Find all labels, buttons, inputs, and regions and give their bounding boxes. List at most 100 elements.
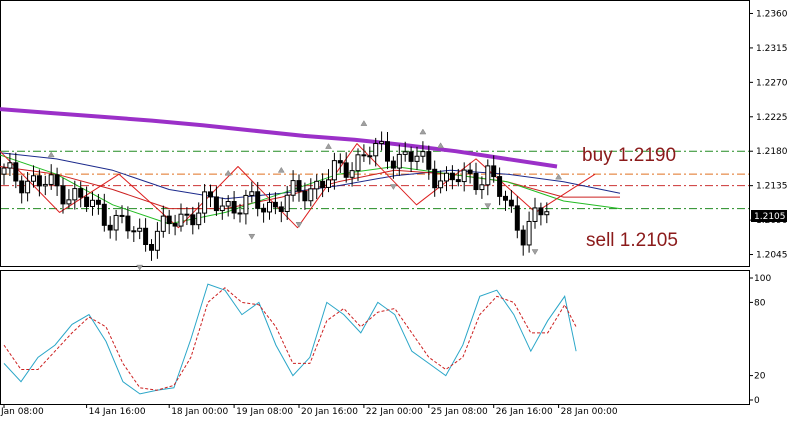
candle-bear: [503, 195, 508, 201]
candle-bear: [473, 172, 479, 191]
price-tick-label: 1.2135: [756, 182, 788, 192]
candle-bear: [190, 214, 196, 226]
candle-bull: [72, 188, 78, 201]
candle-bull: [544, 211, 550, 216]
fractal-up-marker: [224, 169, 232, 176]
candle-bear: [95, 199, 101, 205]
candle-bear: [60, 185, 66, 205]
fractal-up-marker: [360, 120, 368, 126]
candle-bull: [178, 213, 184, 227]
fractal-markers: [47, 120, 563, 271]
candle-bear: [426, 151, 432, 170]
candle-bull: [438, 180, 444, 189]
candle-bear: [367, 155, 373, 158]
candle-bear: [107, 224, 113, 231]
candle-bull: [1, 167, 7, 175]
candle-bear: [84, 196, 90, 207]
candle-bull: [526, 220, 532, 246]
candle-bull: [314, 180, 320, 190]
fractal-up-marker: [437, 142, 445, 149]
time-tick-label: 28 Jan 00:00: [561, 407, 618, 417]
candle-bear: [361, 154, 367, 157]
price-tick-label: 1.2045: [756, 251, 788, 261]
candle-bull: [225, 201, 231, 207]
candle-bull: [355, 154, 361, 172]
candle-bear: [101, 203, 107, 226]
stochastic-tick-label: 80: [754, 298, 766, 308]
price-tick-label: 1.2225: [756, 113, 788, 123]
candle-bull: [379, 141, 385, 145]
candle-bear: [508, 199, 514, 207]
fractal-up-marker: [277, 166, 285, 173]
candlesticks: [1, 131, 550, 261]
candle-bull: [90, 199, 95, 207]
candle-bull: [284, 194, 290, 212]
candle-bull: [326, 179, 331, 188]
time-tick-label: 18 Jan 00:00: [171, 407, 228, 417]
candle-bull: [160, 215, 166, 232]
candle-bear: [385, 141, 390, 162]
candle-bear: [278, 206, 284, 212]
fractal-up-marker: [419, 128, 427, 135]
time-tick-label: Jan 08:00: [0, 407, 44, 417]
stochastic-lines: [3, 283, 577, 395]
candle-bear: [497, 176, 503, 197]
candle-bull: [202, 191, 208, 214]
candle-bear: [343, 162, 349, 178]
fractal-down-marker: [531, 249, 539, 256]
stochastic-main-line: [3, 283, 577, 395]
candle-bear: [390, 160, 396, 169]
fractal-down-marker: [389, 184, 397, 190]
price-panel-border: [0, 0, 750, 267]
candle-bull: [137, 227, 143, 232]
candle-bull: [196, 212, 202, 226]
time-tick-label: 22 Jan 00:00: [366, 407, 423, 417]
stochastic-panel[interactable]: [0, 270, 750, 405]
time-tick-label: 14 Jan 16:00: [89, 407, 146, 417]
candle-bear: [36, 175, 42, 187]
candle-bear: [213, 196, 219, 212]
candle-bull: [349, 170, 355, 178]
time-tick-label: 25 Jan 08:00: [431, 407, 488, 417]
candle-bear: [467, 169, 473, 174]
candle-bull: [396, 153, 402, 169]
candle-bear: [432, 168, 438, 189]
price-tick-label: 1.2270: [756, 78, 788, 88]
candle-bear: [54, 174, 60, 187]
price-tick-label: 1.2315: [756, 44, 788, 54]
candle-bull: [66, 199, 72, 205]
fractal-up-marker: [325, 143, 332, 149]
candle-bull: [113, 214, 119, 231]
candle-bull: [154, 230, 160, 251]
candle-bull: [479, 184, 485, 191]
candle-bull: [402, 151, 408, 155]
candle-bear: [514, 205, 520, 231]
candle-bear: [408, 151, 414, 162]
candle-bull: [48, 174, 54, 185]
candle-bear: [131, 230, 137, 233]
current-price-label: 1.2105: [751, 210, 787, 222]
candle-bear: [172, 223, 178, 227]
fractal-down-marker: [136, 264, 144, 271]
candle-bull: [532, 207, 538, 222]
stochastic-axis: 100 80 20 0: [749, 274, 771, 406]
candle-bear: [119, 214, 125, 217]
candle-bear: [143, 227, 149, 246]
candle-bear: [166, 215, 172, 225]
candle-bull: [25, 180, 31, 194]
price-panel[interactable]: buy 1.2190 sell 1.2105: [0, 0, 750, 271]
fractal-down-marker: [484, 203, 492, 210]
candle-bear: [272, 201, 278, 208]
fractal-down-marker: [248, 233, 256, 240]
candle-bull: [31, 175, 36, 182]
overlay-ma-green: [0, 154, 621, 225]
stochastic-panel-border: [0, 270, 750, 405]
candle-bear: [296, 180, 302, 192]
candle-bull: [42, 183, 48, 187]
overlay-ma-slow: [0, 107, 558, 169]
time-tick-label: 26 Jan 16:00: [496, 407, 553, 417]
time-tick-label: 20 Jan 16:00: [301, 407, 358, 417]
current-price-box: [751, 210, 787, 222]
